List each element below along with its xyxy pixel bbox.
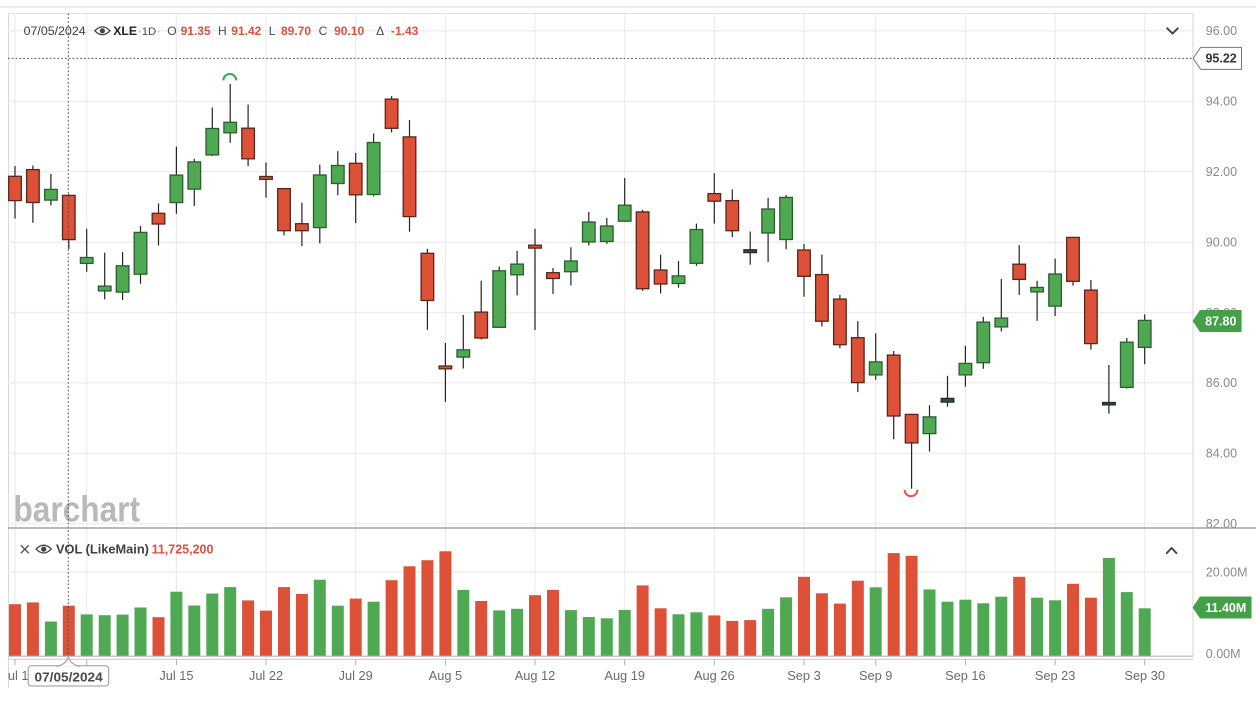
svg-text:95.22: 95.22: [1205, 52, 1236, 66]
svg-text:·: ·: [138, 24, 142, 38]
svg-text:C: C: [319, 24, 328, 38]
svg-text:86.00: 86.00: [1206, 376, 1237, 390]
svg-text:90.00: 90.00: [1206, 235, 1237, 249]
svg-text:·: ·: [157, 24, 161, 38]
svg-text:O: O: [167, 24, 176, 38]
svg-text:Aug 5: Aug 5: [429, 668, 462, 683]
svg-text:Δ: Δ: [376, 24, 384, 38]
svg-text:87.80: 87.80: [1205, 314, 1236, 328]
svg-text:Aug 19: Aug 19: [604, 668, 645, 683]
svg-text:XLE: XLE: [113, 24, 137, 38]
svg-text:Sep 23: Sep 23: [1035, 668, 1076, 683]
svg-text:-1.43: -1.43: [391, 24, 419, 38]
svg-text:1D: 1D: [142, 26, 157, 38]
svg-text:94.00: 94.00: [1206, 95, 1237, 109]
svg-text:VOL (LikeMain): VOL (LikeMain): [56, 541, 149, 556]
svg-text:91.42: 91.42: [231, 24, 261, 38]
svg-text:20.00M: 20.00M: [1206, 566, 1248, 580]
svg-text:11.40M: 11.40M: [1205, 601, 1246, 615]
svg-text:Jul 15: Jul 15: [159, 668, 193, 683]
svg-text:H: H: [218, 24, 227, 38]
svg-text:Sep 9: Sep 9: [859, 668, 892, 683]
svg-text:Jul 29: Jul 29: [339, 668, 373, 683]
svg-text:84.00: 84.00: [1206, 447, 1237, 461]
svg-text:Sep 3: Sep 3: [787, 668, 820, 683]
svg-text:07/05/2024: 07/05/2024: [35, 670, 103, 684]
svg-text:0.00M: 0.00M: [1206, 647, 1241, 661]
svg-text:11,725,200: 11,725,200: [152, 542, 214, 556]
svg-text:92.00: 92.00: [1206, 165, 1237, 179]
svg-text:barchart: barchart: [14, 488, 141, 529]
svg-text:91.35: 91.35: [181, 24, 211, 38]
svg-text:89.70: 89.70: [281, 24, 311, 38]
svg-text:Jul 22: Jul 22: [249, 668, 283, 683]
svg-text:L: L: [269, 24, 276, 38]
svg-text:Sep 30: Sep 30: [1124, 668, 1165, 683]
svg-text:90.10: 90.10: [334, 24, 364, 38]
svg-text:Aug 12: Aug 12: [515, 668, 556, 683]
svg-text:96.00: 96.00: [1206, 24, 1237, 38]
svg-text:07/05/2024: 07/05/2024: [24, 24, 86, 38]
svg-text:82.00: 82.00: [1206, 517, 1237, 531]
svg-text:Aug 26: Aug 26: [694, 668, 735, 683]
svg-text:Sep 16: Sep 16: [945, 668, 986, 683]
svg-text:Jul 1: Jul 1: [1, 668, 28, 683]
